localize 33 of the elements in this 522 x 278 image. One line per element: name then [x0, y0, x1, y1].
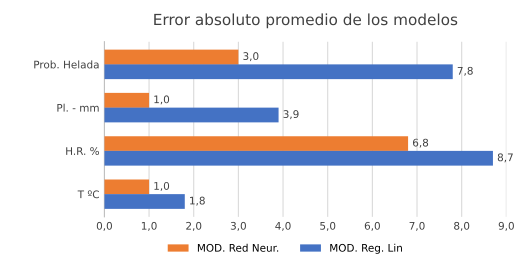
chart-title: Error absoluto promedio de los modelos	[154, 13, 458, 28]
bar	[104, 179, 150, 194]
x-tick-label: 1,0	[142, 222, 157, 231]
x-tick-label: 5,0	[320, 222, 336, 231]
data-label: 1,0	[154, 182, 170, 191]
data-label: 7,8	[458, 66, 473, 76]
bar	[104, 92, 150, 108]
y-tick-label: T ºC	[78, 190, 99, 198]
y-tick-label: H.R. %	[66, 147, 99, 156]
x-tick-label: 8,0	[454, 222, 470, 231]
bar	[104, 64, 453, 80]
x-tick-label: 4,0	[275, 222, 291, 231]
x-tick-label: 9,0	[498, 222, 514, 231]
data-label: 1,8	[190, 196, 205, 206]
bar	[104, 108, 279, 122]
x-tick-label: 2,0	[186, 222, 202, 231]
bar	[104, 50, 238, 64]
x-tick-label: 0,0	[96, 222, 112, 231]
data-label: 8,7	[498, 153, 513, 162]
data-label: 3,9	[284, 110, 299, 120]
x-tick-label: 3,0	[230, 222, 246, 231]
x-tick-label: 6,0	[364, 222, 380, 231]
data-label: 3,0	[243, 52, 258, 62]
bar	[104, 150, 493, 166]
legend-label: MOD. Reg. Lin	[330, 244, 402, 254]
bar	[104, 136, 408, 151]
bar	[104, 194, 185, 209]
data-label: 6,8	[412, 138, 428, 148]
legend-label: MOD. Red Neur.	[198, 244, 278, 252]
y-tick-label: Prob. Helada	[34, 60, 99, 68]
x-tick-label: 7,0	[410, 222, 425, 231]
data-label: 1,0	[154, 95, 170, 104]
y-tick-label: Pl. - mm	[57, 104, 99, 112]
